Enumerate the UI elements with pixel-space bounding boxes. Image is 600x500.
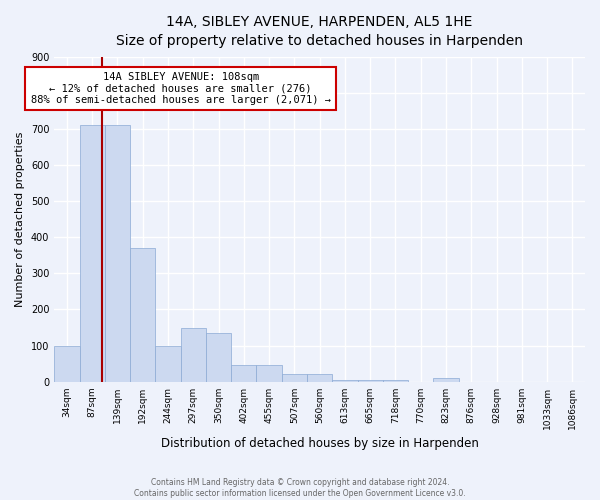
Bar [181, 328, 206, 382]
Bar [307, 374, 332, 382]
X-axis label: Distribution of detached houses by size in Harpenden: Distribution of detached houses by size … [161, 437, 479, 450]
Bar [256, 366, 282, 382]
Bar [282, 374, 307, 382]
Bar [105, 125, 130, 382]
Bar [80, 125, 105, 382]
Bar [383, 380, 408, 382]
Bar [358, 380, 383, 382]
Title: 14A, SIBLEY AVENUE, HARPENDEN, AL5 1HE
Size of property relative to detached hou: 14A, SIBLEY AVENUE, HARPENDEN, AL5 1HE S… [116, 15, 523, 48]
Bar [130, 248, 155, 382]
Bar [54, 346, 80, 382]
Y-axis label: Number of detached properties: Number of detached properties [16, 132, 25, 307]
Bar [206, 333, 231, 382]
Text: 14A SIBLEY AVENUE: 108sqm
← 12% of detached houses are smaller (276)
88% of semi: 14A SIBLEY AVENUE: 108sqm ← 12% of detac… [31, 72, 331, 105]
Bar [231, 366, 256, 382]
Bar [155, 346, 181, 382]
Text: Contains HM Land Registry data © Crown copyright and database right 2024.
Contai: Contains HM Land Registry data © Crown c… [134, 478, 466, 498]
Bar [433, 378, 458, 382]
Bar [332, 380, 358, 382]
